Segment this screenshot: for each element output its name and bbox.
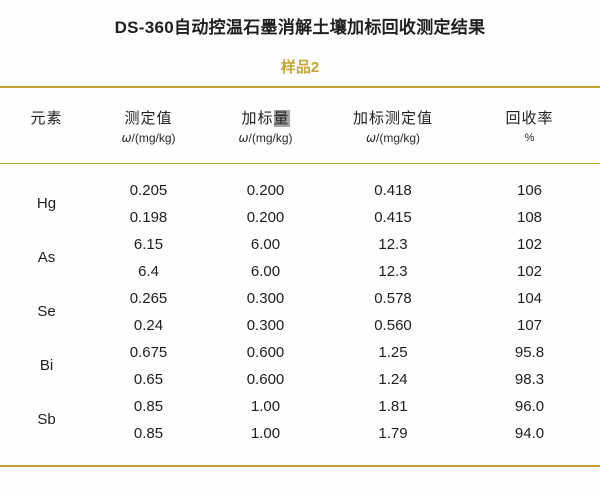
- recovery-value: 102: [516, 235, 543, 253]
- spiked-measured-value: 1.24: [378, 370, 408, 388]
- recovery-value: 104: [516, 289, 543, 307]
- spike-amount-value: 1.00: [250, 424, 281, 442]
- table-row: 0.24 0.300 0.560 107: [0, 312, 600, 339]
- report-title: DS-360自动控温石墨消解土壤加标回收测定结果: [114, 18, 486, 37]
- spike-amount-value: 0.200: [246, 181, 285, 199]
- table-row: 0.198 0.200 0.415 108: [0, 204, 600, 231]
- spike-amount-value: 0.600: [246, 343, 285, 361]
- sample-subtitle: 样品2: [280, 59, 320, 76]
- table-row: 0.85 1.00 1.79 94.0: [0, 420, 600, 447]
- table-row: 0.65 0.600 1.24 98.3: [0, 366, 600, 393]
- spike-header-unit: ω/(mg/kg): [238, 131, 293, 145]
- table-row: Hg 0.205 0.200 0.418 106: [0, 177, 600, 213]
- table-row: 6.4 6.00 12.3 102: [0, 258, 600, 285]
- spiked-measured-value: 0.560: [374, 316, 412, 334]
- measured-value: 6.15: [133, 235, 164, 253]
- measured-header-label: 测定值: [124, 110, 173, 127]
- table-row: Sb 0.85 1.00 1.81 96.0: [0, 393, 600, 429]
- spike-amount-value: 6.00: [250, 262, 281, 280]
- table-row: Se 0.265 0.300 0.578 104: [0, 285, 600, 321]
- table-row: As 6.15 6.00 12.3 102: [0, 231, 600, 267]
- results-table: 元素 测定值 ω/(mg/kg) 加标量 ω/(mg/kg): [0, 86, 600, 467]
- recovery-value: 108: [516, 208, 543, 226]
- spike-amount-value: 0.300: [246, 316, 285, 334]
- recovery-header-label: 回收率: [505, 110, 554, 127]
- table-row: Bi 0.675 0.600 1.25 95.8: [0, 339, 600, 375]
- table-body: Hg 0.205 0.200 0.418 106 0.198 0.200 0.4…: [0, 164, 600, 466]
- col-header-measured: 测定值 ω/(mg/kg): [93, 87, 204, 164]
- element-symbol: Sb: [37, 411, 56, 428]
- spiked-measured-header-label: 加标测定值: [352, 110, 433, 127]
- measured-value: 0.675: [129, 343, 168, 361]
- spiked-measured-value: 12.3: [378, 235, 408, 253]
- spike-header-label: 加标量: [241, 110, 290, 127]
- spiked-measured-value: 12.3: [378, 262, 408, 280]
- recovery-value: 102: [516, 262, 543, 280]
- spiked-measured-header-unit: ω/(mg/kg): [365, 131, 421, 145]
- spike-amount-value: 0.300: [246, 289, 285, 307]
- element-symbol: Hg: [36, 195, 57, 212]
- spiked-measured-value: 1.79: [378, 424, 408, 442]
- spike-amount-value: 1.00: [250, 397, 281, 415]
- recovery-value: 98.3: [514, 370, 545, 388]
- col-header-recovery: 回收率 %: [459, 87, 600, 164]
- element-symbol: Se: [37, 303, 56, 320]
- measured-value: 0.65: [133, 370, 164, 388]
- col-header-spike-amount: 加标量 ω/(mg/kg): [204, 87, 327, 164]
- recovery-value: 94.0: [514, 424, 545, 442]
- spiked-measured-value: 1.25: [378, 343, 408, 361]
- measured-value: 0.265: [129, 289, 168, 307]
- recovery-value: 95.8: [514, 343, 545, 361]
- measured-value: 0.205: [129, 181, 168, 199]
- highlighted-char: 量: [273, 110, 290, 127]
- measured-value: 0.85: [133, 424, 164, 442]
- element-header-label: 元素: [30, 110, 63, 127]
- recovery-value: 107: [516, 316, 543, 334]
- measured-value: 0.85: [133, 397, 164, 415]
- recovery-value: 106: [516, 181, 543, 199]
- spiked-measured-value: 0.418: [374, 181, 412, 199]
- measured-value: 6.4: [138, 262, 159, 280]
- col-header-element: 元素: [0, 87, 93, 164]
- spike-amount-value: 0.200: [246, 208, 285, 226]
- recovery-header-unit: %: [524, 132, 535, 144]
- element-symbol: As: [37, 249, 56, 266]
- spiked-measured-value: 0.578: [374, 289, 412, 307]
- spike-amount-value: 0.600: [246, 370, 285, 388]
- measured-value: 0.24: [133, 316, 164, 334]
- element-symbol: Bi: [39, 357, 54, 374]
- table-header: 元素 测定值 ω/(mg/kg) 加标量 ω/(mg/kg): [0, 87, 600, 164]
- spike-amount-value: 6.00: [250, 235, 281, 253]
- spiked-measured-value: 0.415: [374, 208, 412, 226]
- recovery-value: 96.0: [514, 397, 545, 415]
- measured-header-unit: ω/(mg/kg): [121, 131, 176, 145]
- col-header-spiked-measured: 加标测定值 ω/(mg/kg): [327, 87, 459, 164]
- measured-value: 0.198: [129, 208, 168, 226]
- spiked-measured-value: 1.81: [378, 397, 408, 415]
